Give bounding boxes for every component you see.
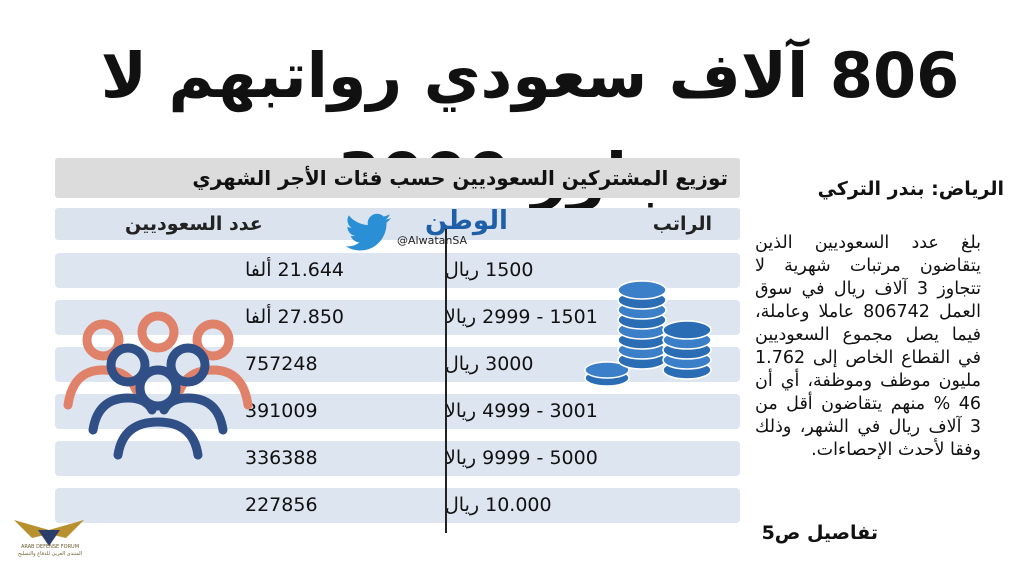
article-body: بلغ عدد السعوديين الذين يتقاضون مرتبات ش… — [755, 233, 981, 460]
forum-logo-icon — [14, 520, 84, 546]
table-row: 5000 - 9999 ريالا 336388 — [55, 441, 740, 476]
salary-cell: 10.000 ريال — [445, 494, 552, 516]
forum-watermark: ARAB DEFENSE FORUM المنتدى العربي للدفاع… — [2, 544, 98, 558]
details-reference: تفاصيل ص5 — [761, 522, 878, 544]
forum-name-ar: المنتدى العربي للدفاع والتسليح — [17, 551, 83, 557]
logo-wordmark: الوطن — [425, 206, 508, 236]
count-cell: 757248 — [245, 353, 318, 375]
salary-cell: 1500 ريال — [445, 259, 534, 281]
count-cell: 391009 — [245, 400, 318, 422]
column-divider — [445, 228, 447, 533]
coin-stacks-icon — [584, 280, 712, 387]
logo-handle: @AlwatanSA — [397, 234, 468, 247]
subtitle-bar: توزيع المشتركين السعوديين حسب فئات الأجر… — [55, 158, 740, 198]
byline: الرياض: بندر التركي — [817, 178, 1004, 200]
header-count: عدد السعوديين — [125, 213, 263, 235]
salary-cell: 1501 - 2999 ريالا — [445, 306, 598, 328]
salary-cell: 5000 - 9999 ريالا — [445, 447, 598, 469]
header-salary: الراتب — [652, 213, 712, 235]
salary-cell: 3001 - 4999 ريالا — [445, 400, 598, 422]
table-row: 1500 ريال 21.644 ألفا — [55, 253, 740, 288]
subtitle: توزيع المشتركين السعوديين حسب فئات الأجر… — [192, 166, 728, 190]
table-header: الراتب عدد السعوديين — [55, 208, 740, 240]
table-row: 10.000 ريال 227856 — [55, 488, 740, 523]
people-group-icon — [63, 311, 253, 460]
forum-name-en: ARAB DEFENSE FORUM — [20, 544, 80, 550]
twitter-bird-icon — [345, 213, 391, 251]
count-cell: 336388 — [245, 447, 318, 469]
count-cell: 227856 — [245, 494, 318, 516]
salary-cell: 3000 ريال — [445, 353, 534, 375]
headline: 806 آلاف سعودي رواتبهم لا تتجاوز 3000 — [100, 39, 960, 212]
count-cell: 21.644 ألفا — [245, 259, 344, 281]
alwatan-logo: الوطن @AlwatanSA — [345, 206, 508, 254]
count-cell: 27.850 ألفا — [245, 306, 344, 328]
